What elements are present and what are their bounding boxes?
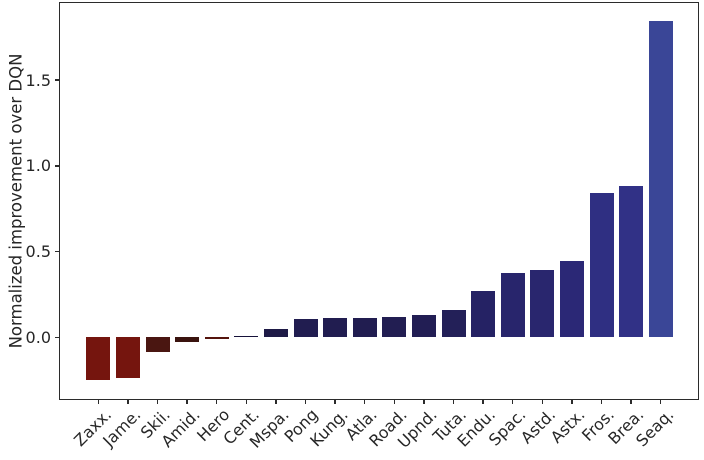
bar-hero [204,337,229,339]
bar-endu [471,290,496,338]
y-tick-mark [55,79,60,81]
y-tick-label: 0.5 [25,242,51,262]
x-tick-mark [127,399,129,404]
y-axis-title: Normalized improvement over DQN [6,53,26,349]
x-tick-mark [630,399,632,404]
bar-road [382,317,407,338]
x-tick-mark [600,399,603,404]
x-tick-mark [423,399,425,404]
x-tick-mark [364,399,366,404]
bar-astx [559,261,584,338]
x-tick-mark [97,399,99,404]
x-tick-mark [216,399,218,404]
x-tick-mark [275,399,277,404]
x-tick-mark [245,399,247,404]
bar-fros [589,192,614,338]
x-tick-mark [334,399,336,404]
x-tick-mark [186,399,188,404]
bar-tuta [441,309,466,338]
bar-astd [530,269,555,338]
x-tick-mark [571,399,573,404]
bar-skii [145,337,170,352]
bar-brea [619,185,644,338]
y-tick-mark [55,336,60,338]
x-tick-mark [393,399,395,404]
x-tick-mark [512,399,514,404]
x-tick-mark [156,399,159,404]
x-tick-mark [304,399,307,404]
bar-mspa [263,329,288,338]
y-tick-label: 0.0 [25,327,51,347]
x-tick-mark [660,399,662,404]
y-tick-label: 1.5 [25,70,51,90]
bar-pong [293,319,318,338]
x-tick-mark [541,399,543,404]
bar-jame [115,337,140,379]
bar-spac [500,273,525,338]
y-tick-mark [55,250,60,253]
x-tick-mark [452,399,455,404]
bar-upnd [411,314,436,338]
x-tick-mark [482,399,484,404]
bar-atla [352,318,377,338]
bar-kung [323,318,348,338]
y-tick-label: 1.0 [25,156,51,176]
bar-seaq [648,21,673,338]
bar-zaxx [86,337,111,381]
bar-cent [234,336,259,338]
y-tick-mark [55,165,60,167]
bar-amid [175,337,200,342]
plot-area [60,3,698,399]
